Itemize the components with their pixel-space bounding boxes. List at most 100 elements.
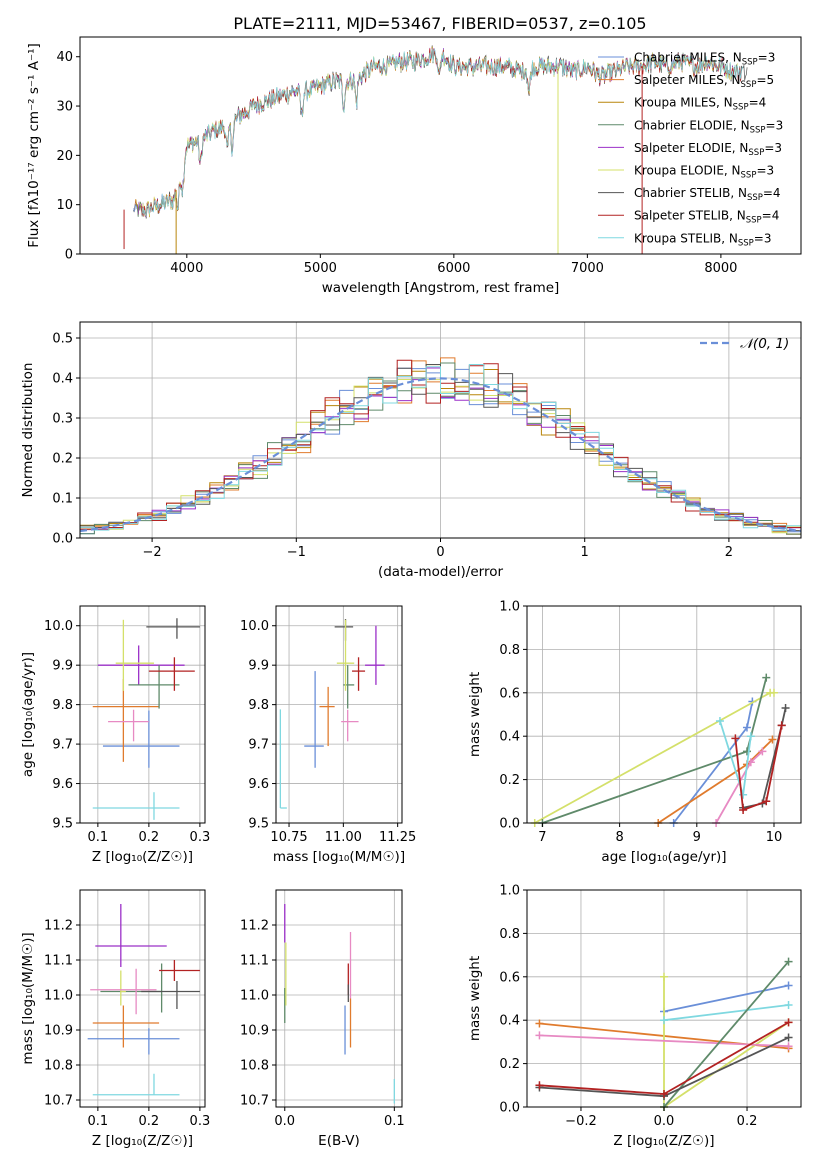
mass-weight-marker bbox=[535, 1081, 544, 1090]
x-tick-label: 10.75 bbox=[270, 830, 307, 845]
x-tick-label: 0.2 bbox=[139, 1114, 160, 1129]
x-tick-label: 11.00 bbox=[325, 830, 362, 845]
y-tick-label: 0.2 bbox=[499, 1057, 520, 1072]
y-tick-label: 11.0 bbox=[44, 989, 73, 1004]
y-tick-label: 10 bbox=[56, 198, 73, 213]
legend-entry-count: =4 bbox=[763, 186, 781, 200]
legend-entry: Chabrier MILES, NSSP=3 bbox=[634, 51, 775, 68]
mass-weight-marker bbox=[784, 1033, 793, 1042]
y-tick-label: 20 bbox=[56, 149, 73, 164]
plot-area-mass_vs_EBV bbox=[284, 904, 395, 1104]
y-tick-label: 10.8 bbox=[240, 1059, 269, 1074]
plot-area-age_vs_Z bbox=[92, 618, 200, 820]
x-tick-label: 2 bbox=[725, 545, 733, 560]
y-tick-label: 9.6 bbox=[248, 777, 269, 792]
x-tick-label: 0.1 bbox=[88, 1114, 109, 1129]
y-tick-label: 9.6 bbox=[52, 777, 73, 792]
x-tick-label: −2 bbox=[143, 545, 162, 560]
x-axis-label: (data-model)/error bbox=[378, 564, 504, 580]
y-axis-label: Flux [fλ10⁻¹⁷ erg cm⁻² s⁻¹ A⁻¹] bbox=[26, 43, 42, 248]
y-axis-label: Normed distribution bbox=[20, 363, 36, 498]
y-tick-label: 0.6 bbox=[499, 970, 520, 985]
mass-weight-marker bbox=[731, 734, 740, 743]
figure-title: PLATE=2111, MJD=53467, FIBERID=0537, z=0… bbox=[233, 14, 646, 33]
legend-entry-subscript: SSP bbox=[746, 216, 762, 226]
mass-weight-marker bbox=[769, 688, 778, 697]
panel-age_vs_Z: 0.1 0.2 0.3 9.5 9.6 9.7 9.8 9.9 10.0 Z [log₁₀(Z/Z… bbox=[20, 605, 211, 865]
y-tick-label: 10.7 bbox=[44, 1094, 73, 1109]
legend-entry-count: =3 bbox=[756, 164, 774, 178]
mass-weight-line bbox=[663, 984, 789, 1013]
x-tick-label: 0.3 bbox=[190, 830, 211, 845]
y-tick-label: 11.2 bbox=[240, 919, 269, 934]
x-tick-label: 0.0 bbox=[654, 1114, 675, 1129]
histogram-series bbox=[80, 364, 801, 538]
legend-entry-count: =4 bbox=[749, 96, 767, 110]
x-axis-label: mass [log₁₀(M/M☉)] bbox=[273, 849, 405, 865]
mass-weight-marker bbox=[742, 723, 751, 732]
legend-entry-text: Chabrier STELIB, N bbox=[634, 186, 747, 200]
y-tick-label: 0.8 bbox=[499, 643, 520, 658]
y-tick-label: 11.2 bbox=[44, 919, 73, 934]
y-tick-label: 0.4 bbox=[499, 1014, 520, 1029]
axes-frame bbox=[275, 889, 403, 1108]
x-tick-label: 6000 bbox=[437, 261, 470, 276]
legend-entry: Kroupa MILES, NSSP=4 bbox=[634, 96, 766, 113]
panel-residuals: −2 −1 0 1 2 0.0 0.1 0.2 0.3 0.4 0.5 (data-model)/er… bbox=[20, 321, 802, 580]
mass-weight-marker bbox=[784, 1042, 793, 1051]
axes-frame bbox=[275, 605, 403, 824]
x-tick-label: 9 bbox=[693, 830, 701, 845]
legend-entry-count: =3 bbox=[758, 51, 776, 65]
y-tick-label: 9.9 bbox=[52, 659, 73, 674]
panel-age_vs_mass: 10.75 11.00 11.25 9.5 9.6 9.7 9.8 9.9 10.0 mass [… bbox=[240, 605, 416, 865]
panel-weight_vs_age: 7 8 9 10 0.0 0.2 0.4 0.6 0.8 1.0 age [log₁₀(age/yr… bbox=[467, 600, 802, 865]
y-tick-label: 0.2 bbox=[499, 773, 520, 788]
x-axis-label: wavelength [Angstrom, rest frame] bbox=[322, 280, 560, 296]
mass-weight-marker bbox=[535, 1019, 544, 1028]
panel-mass_vs_EBV: 0.0 0.1 10.7 10.8 10.9 11.0 11.1 11.2 E(B-V) bbox=[240, 889, 405, 1149]
axes-frame bbox=[526, 605, 802, 824]
x-tick-label: 7 bbox=[538, 830, 546, 845]
y-axis-label: mass weight bbox=[467, 956, 483, 1041]
mass-weight-marker bbox=[781, 703, 790, 712]
y-tick-label: 11.1 bbox=[240, 954, 269, 969]
x-tick-label: 5000 bbox=[304, 261, 337, 276]
y-tick-label: 30 bbox=[56, 100, 73, 115]
y-tick-label: 0.2 bbox=[52, 452, 73, 467]
x-tick-label: 0.3 bbox=[190, 1114, 211, 1129]
x-tick-label: 0.0 bbox=[274, 1114, 295, 1129]
legend-entry-count: =3 bbox=[766, 118, 784, 132]
mass-weight-marker bbox=[660, 1089, 668, 1098]
panel-mass_vs_Z: 0.1 0.2 0.3 10.7 10.8 10.9 11.0 11.1 11.2 Z [log₁… bbox=[20, 889, 211, 1149]
legend-entry-text: Chabrier MILES, N bbox=[634, 51, 742, 65]
y-tick-label: 10.0 bbox=[240, 619, 269, 634]
x-axis-label: Z [log₁₀(Z/Z☉)] bbox=[92, 1133, 193, 1149]
mass-weight-marker bbox=[762, 797, 771, 806]
y-tick-label: 0.0 bbox=[499, 1101, 520, 1116]
legend-entry-text: Salpeter STELIB, N bbox=[634, 209, 746, 223]
y-tick-label: 0.5 bbox=[52, 332, 73, 347]
x-tick-label: 7000 bbox=[571, 261, 604, 276]
plot-area-mass_vs_Z bbox=[87, 904, 200, 1096]
mass-weight-marker bbox=[660, 972, 668, 981]
x-tick-label: 0.1 bbox=[88, 830, 109, 845]
legend-entry: Chabrier ELODIE, NSSP=3 bbox=[634, 118, 783, 135]
mass-weight-marker bbox=[758, 747, 767, 756]
legend-entry-count: =3 bbox=[764, 141, 782, 155]
spectrum-line bbox=[141, 48, 744, 217]
x-tick-label: 1 bbox=[581, 545, 589, 560]
x-axis-label: Z [log₁₀(Z/Z☉)] bbox=[613, 1133, 714, 1149]
mass-weight-marker bbox=[739, 805, 748, 814]
x-axis-label: age [log₁₀(age/yr)] bbox=[601, 849, 726, 865]
legend-entry-count: =3 bbox=[754, 231, 772, 245]
y-tick-label: 0.1 bbox=[52, 492, 73, 507]
plot-area-age_vs_mass bbox=[279, 619, 385, 809]
y-axis-label: age [log₁₀(age/yr)] bbox=[20, 652, 36, 777]
mass-weight-marker bbox=[784, 1018, 793, 1027]
legend-entry: 𝒩(0, 1) bbox=[740, 336, 789, 352]
panel-weight_vs_Z: −0.2 0.0 0.2 0.0 0.2 0.4 0.6 0.8 1.0 Z [log₁₀(Z/Z… bbox=[467, 884, 802, 1149]
plot-area-residuals bbox=[79, 357, 802, 538]
plot-area-spectrum bbox=[123, 45, 748, 254]
